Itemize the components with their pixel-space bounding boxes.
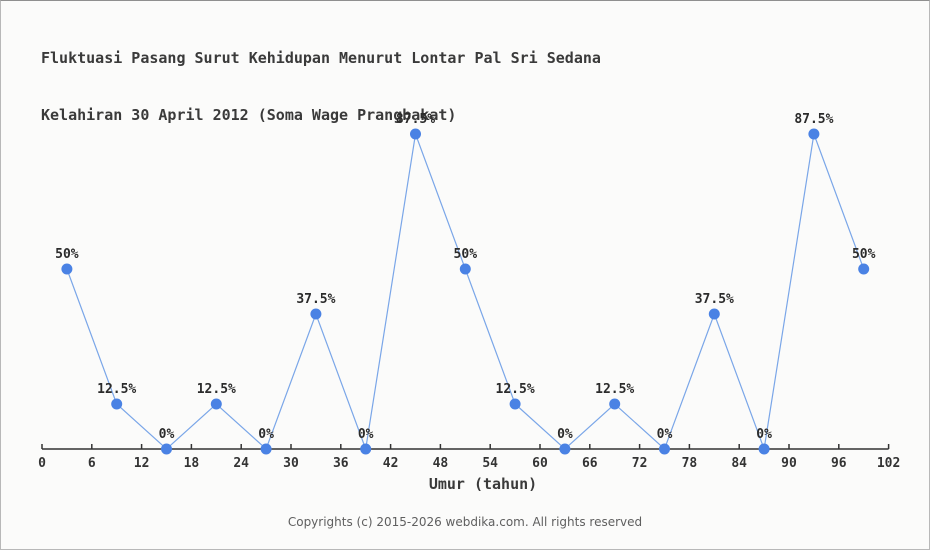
- data-point-label: 12.5%: [595, 382, 634, 397]
- data-point: [659, 443, 670, 455]
- data-point-label: 0%: [258, 427, 274, 442]
- x-tick-label: 90: [781, 456, 797, 471]
- data-point: [260, 443, 272, 455]
- x-tick-label: 12: [134, 456, 150, 471]
- x-tick-label: 54: [482, 456, 498, 471]
- x-tick-label: 96: [831, 456, 847, 471]
- x-tick-label: 0: [38, 456, 46, 471]
- data-point: [708, 308, 720, 320]
- data-point: [161, 443, 172, 455]
- data-point-label: 12.5%: [197, 382, 236, 397]
- x-tick-label: 72: [632, 456, 648, 471]
- data-point-label: 0%: [358, 427, 374, 442]
- data-point: [509, 398, 521, 410]
- x-tick-label: 6: [88, 456, 96, 471]
- data-point: [61, 263, 73, 275]
- x-tick-label: 24: [233, 456, 249, 471]
- data-point: [758, 443, 770, 455]
- chart-title-line2: Kelahiran 30 April 2012 (Soma Wage Prang…: [41, 106, 457, 124]
- data-point: [808, 128, 820, 140]
- data-point-label: 50%: [852, 247, 876, 262]
- x-tick-label: 102: [877, 456, 900, 471]
- data-point: [410, 128, 421, 140]
- data-point: [210, 398, 222, 410]
- data-point-label: 37.5%: [296, 292, 335, 307]
- data-point-label: 0%: [756, 427, 772, 442]
- data-point-label: 0%: [657, 427, 673, 442]
- x-tick-label: 78: [682, 456, 698, 471]
- data-point: [459, 263, 471, 275]
- x-axis-title: Umur (tahun): [428, 475, 538, 493]
- data-point-label: 50%: [454, 247, 478, 262]
- x-tick-label: 42: [383, 456, 399, 471]
- chart-title-line1: Fluktuasi Pasang Surut Kehidupan Menurut…: [41, 49, 601, 67]
- data-point-label: 50%: [55, 247, 79, 262]
- data-point: [559, 443, 571, 455]
- copyright-text: Copyrights (c) 2015-2026 webdika.com. Al…: [287, 515, 643, 529]
- x-tick-label: 60: [532, 456, 548, 471]
- chart-title: Fluktuasi Pasang Surut Kehidupan Menurut…: [41, 11, 601, 163]
- data-point-label: 12.5%: [496, 382, 535, 397]
- x-tick-label: 48: [433, 456, 449, 471]
- data-line: [66, 131, 865, 452]
- data-point: [609, 398, 621, 410]
- data-point-label: 87.5%: [794, 112, 833, 127]
- data-point-label: 0%: [557, 427, 573, 442]
- data-point: [360, 443, 372, 455]
- data-point-label: 87.5%: [396, 112, 435, 127]
- data-point-label: 37.5%: [695, 292, 734, 307]
- x-tick-label: 36: [333, 456, 349, 471]
- data-point: [858, 263, 870, 275]
- data-point: [111, 398, 123, 410]
- x-tick-label: 84: [731, 456, 747, 471]
- x-tick-label: 66: [582, 456, 598, 471]
- data-point-label: 12.5%: [97, 382, 136, 397]
- x-tick-label: 18: [184, 456, 200, 471]
- data-point-label: 0%: [159, 427, 175, 442]
- data-point: [310, 308, 322, 320]
- x-tick-label: 30: [283, 456, 299, 471]
